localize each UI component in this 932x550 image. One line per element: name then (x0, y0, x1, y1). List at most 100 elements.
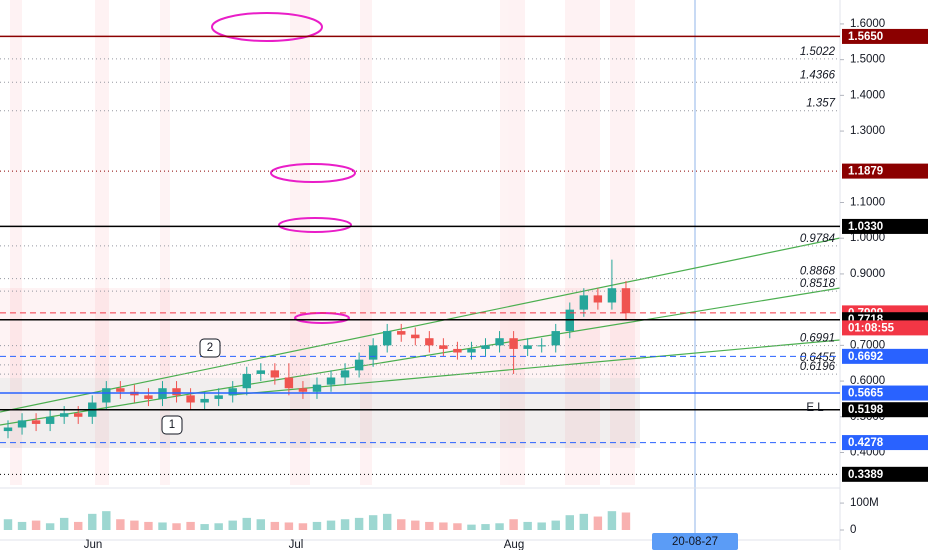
candle-body (116, 388, 125, 392)
volume-bar (340, 519, 350, 530)
candle-body (284, 377, 294, 389)
x-tick-label: Jul (289, 539, 304, 550)
level-box (842, 466, 928, 482)
fib-label: 0.6196 (800, 361, 836, 373)
volume-bar (579, 513, 589, 530)
fib-label: 1.357 (806, 98, 835, 110)
volume-bar (172, 523, 181, 530)
candle-body (172, 388, 181, 396)
volume-bar (31, 520, 41, 530)
volume-bar (382, 513, 392, 530)
volume-bar (17, 521, 27, 530)
level-box (842, 435, 928, 451)
candle-body (17, 420, 27, 428)
candle-body (523, 345, 532, 349)
candle-body (144, 395, 153, 399)
volume-bar (116, 519, 125, 530)
volume-bar (523, 521, 532, 530)
y-tick-label: 1.3000 (850, 125, 885, 137)
candle-body (3, 427, 13, 432)
volume-bar (158, 522, 167, 530)
y-tick-label: 1.1000 (850, 197, 885, 209)
candle-body (186, 395, 195, 403)
candle-body (425, 338, 434, 346)
candle-body (467, 348, 476, 353)
volume-bar (270, 521, 280, 530)
volume-bar (88, 513, 97, 530)
volume-bar (481, 524, 490, 530)
volume-bar (3, 519, 13, 530)
volume-bar (242, 517, 251, 530)
level-box (842, 163, 928, 179)
candle-body (74, 413, 83, 417)
magenta-circles (211, 12, 356, 324)
candle-body (397, 331, 406, 335)
candle-body (368, 345, 378, 360)
volume-bar (74, 521, 83, 530)
volume-bar (439, 522, 448, 530)
volume-bar (298, 523, 308, 530)
candle-body (228, 388, 237, 396)
fib-label: 0.6455 (800, 352, 836, 364)
level-label: 0.4278 (848, 437, 884, 449)
fib-label: 1.5022 (800, 46, 836, 58)
fib-label: 0.8868 (800, 266, 836, 278)
candle-body (214, 395, 223, 399)
level-label: 0.6692 (848, 351, 883, 363)
volume-bar (537, 522, 546, 530)
candle-body (481, 345, 490, 349)
level-label: 1.5650 (848, 31, 883, 43)
volume-bar (621, 512, 631, 530)
y-tick-label: 1.6000 (850, 18, 885, 30)
volume-bar (467, 524, 476, 530)
level-box (842, 348, 928, 364)
volume-bar (59, 517, 69, 530)
candle-body (102, 388, 111, 403)
candle-body (537, 345, 546, 347)
candle-body (411, 334, 420, 339)
annotation-box (161, 415, 183, 435)
volume-bar (551, 520, 560, 530)
candle-body (242, 373, 251, 389)
level-box (842, 385, 928, 401)
level-label: 1.0330 (848, 221, 883, 233)
level-box (842, 28, 928, 44)
volume-bar (312, 521, 322, 530)
candle-body (579, 295, 589, 310)
volume-bar (607, 511, 617, 530)
volume-tick-label: 0 (850, 524, 856, 536)
x-tick-label: Aug (504, 539, 524, 550)
candle-body (509, 338, 518, 349)
level-label: 0.3389 (848, 469, 883, 481)
candle-body (326, 377, 336, 385)
candle-body (607, 288, 617, 303)
fib-label: 0.8518 (800, 278, 836, 290)
candle-body (31, 420, 41, 424)
crosshair-date-box (652, 533, 738, 550)
candle-body (382, 331, 392, 346)
y-tick-label: 1.0000 (850, 232, 885, 244)
level-label: 0.5665 (848, 388, 884, 400)
candle-body (593, 295, 603, 303)
candle-body (298, 388, 308, 392)
candle-body (59, 413, 69, 417)
annotation: 2 (207, 342, 213, 354)
annotation: 1 (169, 419, 175, 431)
volume-bar (354, 517, 364, 530)
candle-body (340, 370, 350, 378)
volume-bar (45, 523, 55, 530)
volume-bar (411, 520, 420, 530)
volume-bar (326, 520, 336, 530)
volume-bar (509, 519, 518, 530)
candle-body (200, 398, 209, 403)
volume-tick-label: 100M (850, 497, 879, 509)
level-box (842, 402, 928, 418)
volume-bar (284, 522, 294, 530)
candle-body (354, 359, 364, 371)
y-tick-label: 1.4000 (850, 89, 885, 101)
volume-bar (425, 521, 434, 530)
background-bands (10, 0, 635, 485)
level-box (842, 218, 928, 234)
volume-bar (214, 523, 223, 530)
